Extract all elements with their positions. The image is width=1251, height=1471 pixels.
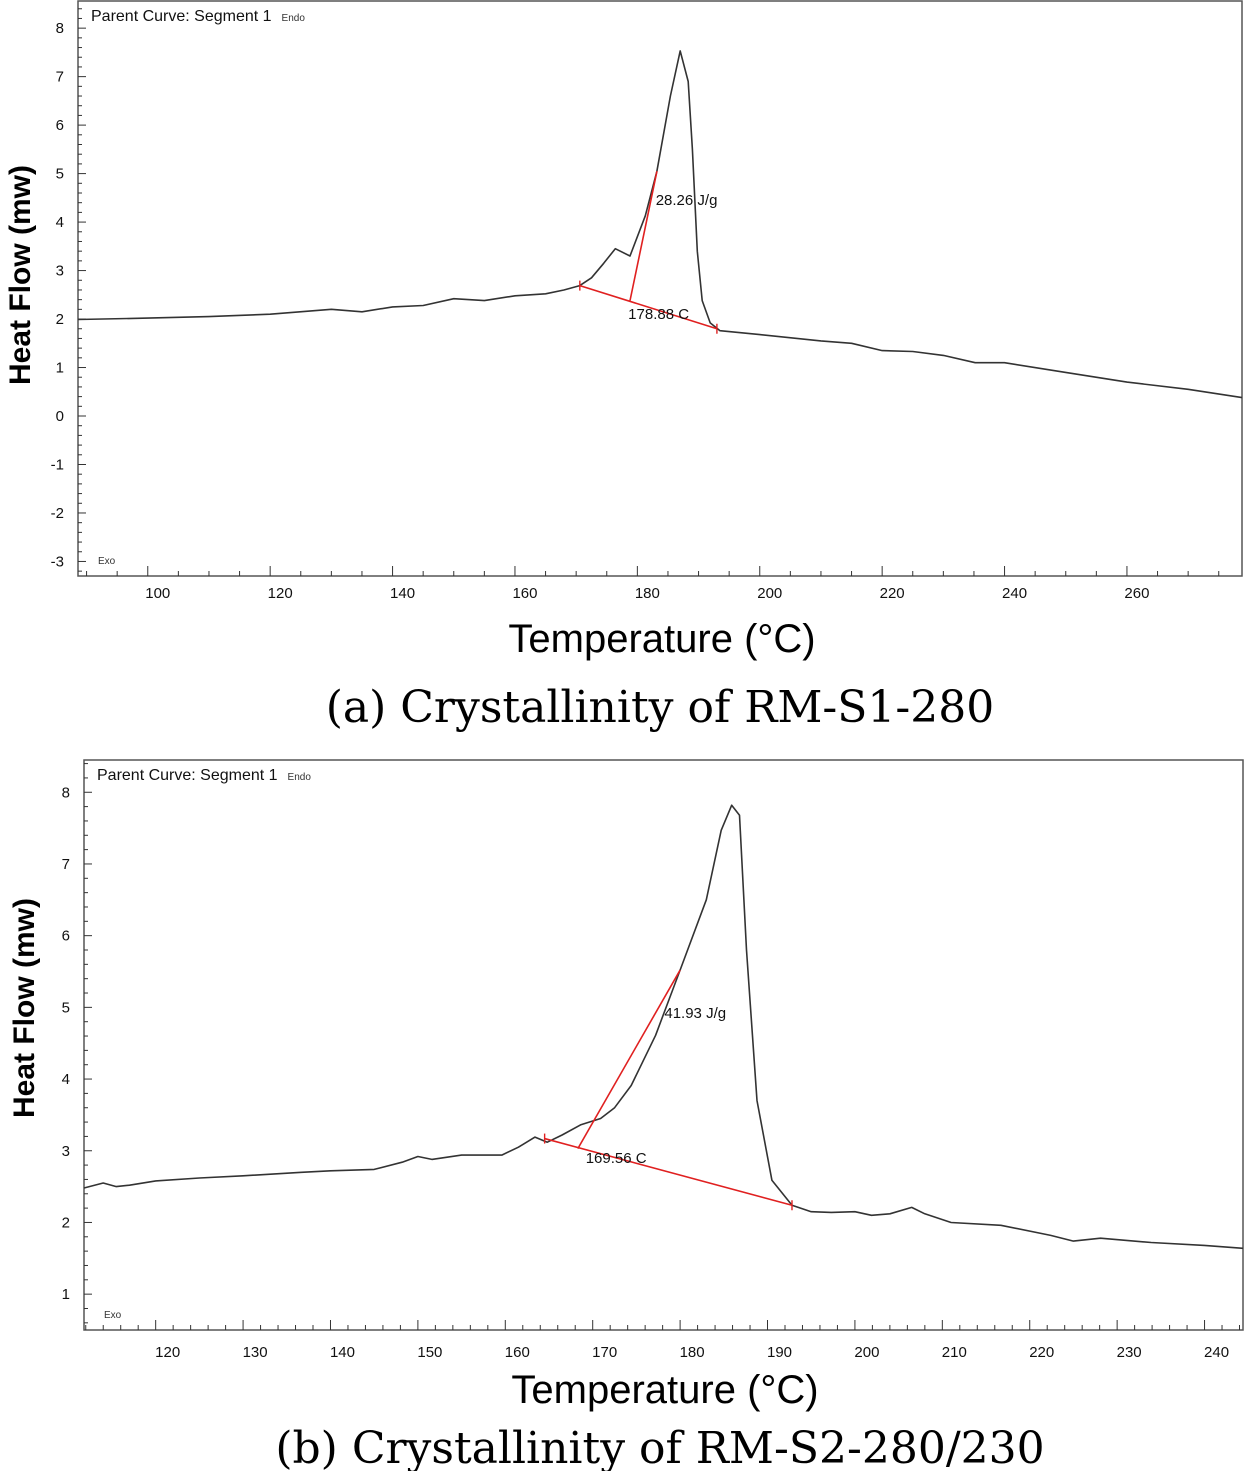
plot-frame — [83, 759, 1244, 1331]
y-tick-label: 2 — [62, 1214, 70, 1231]
baseline-line — [544, 1137, 793, 1207]
x-tick-label: 230 — [1117, 1344, 1142, 1361]
figure-caption: (a) Crystallinity of RM-S1-280 — [326, 682, 995, 733]
y-tick-label: -2 — [51, 505, 64, 522]
y-tick-label: 0 — [56, 408, 64, 425]
y-tick-label: 3 — [56, 263, 64, 280]
y-tick-label: 7 — [62, 856, 70, 873]
onset-tangent-line — [629, 171, 658, 301]
x-axis-label: Temperature (°C) — [508, 617, 815, 661]
y-tick-label: -1 — [51, 456, 64, 473]
endo-label: Endo — [288, 772, 312, 783]
x-tick-label: 190 — [767, 1344, 792, 1361]
x-tick-label: 160 — [512, 585, 537, 602]
x-axis-label: Temperature (°C) — [511, 1368, 818, 1412]
y-tick-label: 2 — [56, 311, 64, 328]
x-tick-label: 220 — [880, 585, 905, 602]
x-tick-label: 100 — [145, 585, 170, 602]
exo-label: Exo — [104, 1310, 122, 1321]
chart-panel-b: Heat Flow (mw) Temperature (°C) (b) Crys… — [8, 759, 1244, 1471]
y-axis-label: Heat Flow (mw) — [4, 165, 37, 385]
x-tick-label: 220 — [1029, 1344, 1054, 1361]
y-tick-label: 8 — [56, 20, 64, 37]
y-tick-label: 4 — [62, 1071, 70, 1088]
x-tick-label: 200 — [757, 585, 782, 602]
y-tick-label: 6 — [62, 928, 70, 945]
y-axis-label: Heat Flow (mw) — [8, 898, 41, 1118]
onset-temperature-annotation: 169.56 C — [586, 1150, 647, 1167]
x-tick-label: 260 — [1124, 585, 1149, 602]
x-tick-label: 170 — [592, 1344, 617, 1361]
x-tick-label: 130 — [243, 1344, 268, 1361]
exo-label: Exo — [98, 556, 116, 567]
y-tick-label: 8 — [62, 784, 70, 801]
x-tick-label: 120 — [155, 1344, 180, 1361]
chart-panel-a: Heat Flow (mw) Temperature (°C) (a) Crys… — [4, 0, 1243, 733]
enthalpy-annotation: 28.26 J/g — [656, 192, 718, 209]
x-tick-label: 140 — [330, 1344, 355, 1361]
plot-title: Parent Curve: Segment 1 — [97, 767, 278, 784]
x-tick-label: 180 — [680, 1344, 705, 1361]
x-tick-label: 210 — [942, 1344, 967, 1361]
endo-label: Endo — [282, 13, 306, 24]
x-tick-label: 240 — [1204, 1344, 1229, 1361]
y-tick-label: 3 — [62, 1143, 70, 1160]
x-tick-label: 160 — [505, 1344, 530, 1361]
y-tick-label: 4 — [56, 214, 64, 231]
onset-tangent-line — [577, 969, 681, 1150]
y-tick-label: 1 — [56, 360, 64, 377]
x-tick-label: 150 — [417, 1344, 442, 1361]
enthalpy-annotation: 41.93 J/g — [664, 1005, 726, 1022]
y-tick-label: 5 — [62, 999, 70, 1016]
onset-temperature-annotation: 178.88 C — [628, 306, 689, 323]
y-tick-label: 6 — [56, 117, 64, 134]
x-tick-label: 200 — [854, 1344, 879, 1361]
x-tick-label: 140 — [390, 585, 415, 602]
y-tick-label: 7 — [56, 69, 64, 86]
x-tick-label: 120 — [268, 585, 293, 602]
plot-title: Parent Curve: Segment 1 — [91, 8, 272, 25]
x-tick-label: 180 — [635, 585, 660, 602]
figure-caption: (b) Crystallinity of RM-S2-280/230 — [275, 1423, 1044, 1471]
plot-frame — [77, 0, 1243, 577]
y-tick-label: 1 — [62, 1286, 70, 1303]
y-tick-label: 5 — [56, 166, 64, 183]
heat-flow-line — [77, 50, 1243, 399]
y-tick-label: -3 — [51, 553, 64, 570]
x-tick-label: 240 — [1002, 585, 1027, 602]
baseline-line — [579, 284, 718, 330]
heat-flow-line — [83, 804, 1244, 1250]
